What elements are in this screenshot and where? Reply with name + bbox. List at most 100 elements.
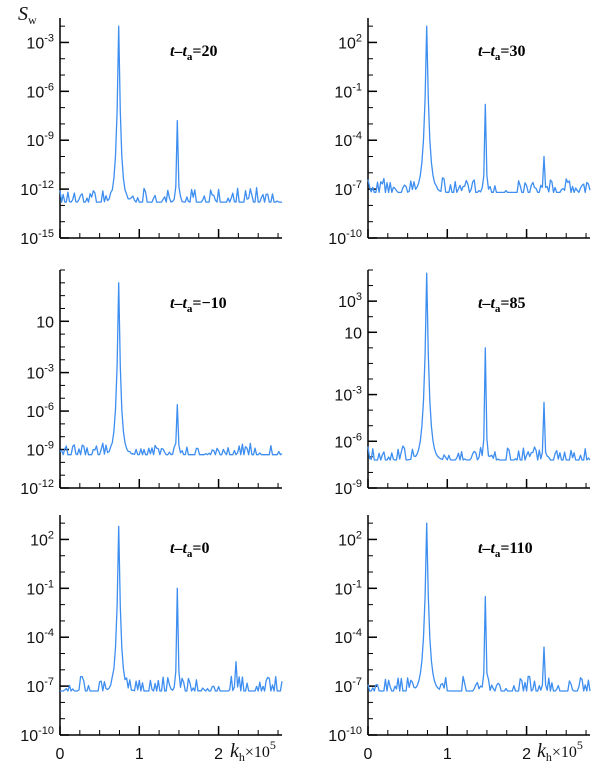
y-tick-base: 10: [334, 84, 352, 101]
y-tick-label: 10-7: [26, 676, 54, 696]
y-tick-exp: -7: [44, 676, 54, 688]
y-tick-label: 10-15: [20, 228, 54, 248]
y-tick-base: 10: [334, 133, 352, 150]
y-tick-exp: -3: [44, 363, 54, 375]
y-tick-exp: -9: [44, 130, 54, 142]
y-tick-exp: 3: [356, 291, 362, 303]
y-tick-label: 10-9: [26, 440, 54, 460]
annotation-value: =0: [192, 540, 209, 557]
y-tick-base: 10: [328, 231, 346, 248]
y-tick-base: 10: [334, 388, 352, 405]
annotation-sub: a: [187, 303, 193, 315]
y-tick-exp: -3: [44, 32, 54, 44]
y-tick-label: 10-10: [328, 725, 362, 745]
y-tick-base: 10: [334, 182, 352, 199]
y-tick-exp: -4: [352, 130, 362, 142]
y-tick-base: 10: [344, 325, 362, 342]
y-tick-label: 10: [344, 325, 362, 342]
y-tick-base: 10: [26, 443, 44, 460]
y-tick-label: 10-10: [20, 725, 54, 745]
y-tick-exp: -10: [346, 725, 362, 737]
x-tick-label: 2: [214, 746, 223, 763]
x-tick-label: 1: [135, 746, 144, 763]
annotation-prefix: t–t: [478, 43, 495, 60]
annotation-prefix: t–t: [170, 540, 187, 557]
y-tick-base: 10: [26, 404, 44, 421]
annotation-sub: a: [495, 303, 501, 315]
y-tick-exp: -7: [352, 676, 362, 688]
y-tick-base: 10: [334, 630, 352, 647]
y-tick-label: 10-1: [334, 578, 362, 598]
time-annotation: t–ta=0: [170, 540, 210, 560]
y-tick-label: 10-9: [26, 130, 54, 150]
y-tick-exp: -1: [352, 81, 362, 93]
y-tick-label: 10-10: [328, 228, 362, 248]
y-tick-exp: -1: [44, 578, 54, 590]
y-tick-base: 10: [338, 35, 356, 52]
y-tick-label: 102: [30, 529, 54, 549]
y-tick-base: 10: [334, 434, 352, 451]
x-axis-title-right: kh×105: [537, 738, 583, 764]
y-tick-base: 10: [334, 679, 352, 696]
annotation-sub: a: [495, 51, 501, 63]
spectrum-line: [367, 272, 591, 461]
y-tick-exp: -4: [44, 627, 54, 639]
y-tick-base: 10: [20, 481, 38, 498]
time-annotation: t–ta=30: [478, 43, 526, 63]
y-tick-exp: -15: [38, 228, 54, 240]
annotation-value: =20: [192, 43, 217, 60]
y-tick-label: 10-6: [26, 81, 54, 101]
annotation-value: =30: [500, 43, 525, 60]
y-tick-base: 10: [334, 481, 352, 498]
y-tick-exp: -12: [38, 478, 54, 490]
x-tick-label: 0: [56, 746, 65, 763]
y-tick-exp: -10: [38, 725, 54, 737]
spectrum-line: [59, 282, 283, 456]
y-tick-label: 10-3: [26, 363, 54, 383]
y-tick-base: 10: [334, 581, 352, 598]
annotation-prefix: t–t: [478, 540, 495, 557]
y-tick-exp: -9: [352, 478, 362, 490]
y-tick-base: 10: [26, 35, 44, 52]
y-tick-base: 10: [26, 84, 44, 101]
x-axis-title-left: kh×105: [230, 738, 276, 764]
annotation-value: =110: [500, 540, 532, 557]
y-tick-base: 10: [26, 679, 44, 696]
y-tick-exp: -7: [352, 179, 362, 191]
y-tick-base: 10: [26, 366, 44, 383]
y-tick-label: 10-7: [334, 676, 362, 696]
y-tick-label: 10-12: [20, 478, 54, 498]
y-tick-label: 102: [338, 32, 362, 52]
y-axis-title: Sw: [18, 3, 37, 27]
y-tick-base: 10: [30, 532, 48, 549]
y-tick-label: 10-3: [26, 32, 54, 52]
y-tick-exp: -1: [352, 578, 362, 590]
annotation-sub: a: [187, 548, 193, 560]
y-tick-base: 10: [20, 182, 38, 199]
time-annotation: t–ta=110: [478, 540, 533, 560]
y-tick-base: 10: [26, 581, 44, 598]
time-annotation: t–ta=85: [478, 295, 526, 315]
y-tick-label: 102: [338, 529, 362, 549]
y-tick-label: 10-3: [334, 385, 362, 405]
y-tick-label: 103: [338, 291, 362, 311]
y-tick-exp: -3: [352, 385, 362, 397]
y-tick-label: 10-6: [334, 431, 362, 451]
y-tick-exp: -9: [44, 440, 54, 452]
y-tick-exp: -6: [44, 401, 54, 413]
y-tick-base: 10: [20, 231, 38, 248]
annotation-sub: a: [187, 51, 193, 63]
y-tick-exp: -12: [38, 179, 54, 191]
y-tick-base: 10: [26, 630, 44, 647]
annotation-prefix: t–t: [478, 295, 495, 312]
y-tick-label: 10-7: [334, 179, 362, 199]
annotation-prefix: t–t: [170, 43, 187, 60]
y-tick-base: 10: [26, 133, 44, 150]
x-tick-label: 1: [443, 746, 452, 763]
y-tick-label: 10-1: [334, 81, 362, 101]
y-tick-exp: -4: [352, 627, 362, 639]
